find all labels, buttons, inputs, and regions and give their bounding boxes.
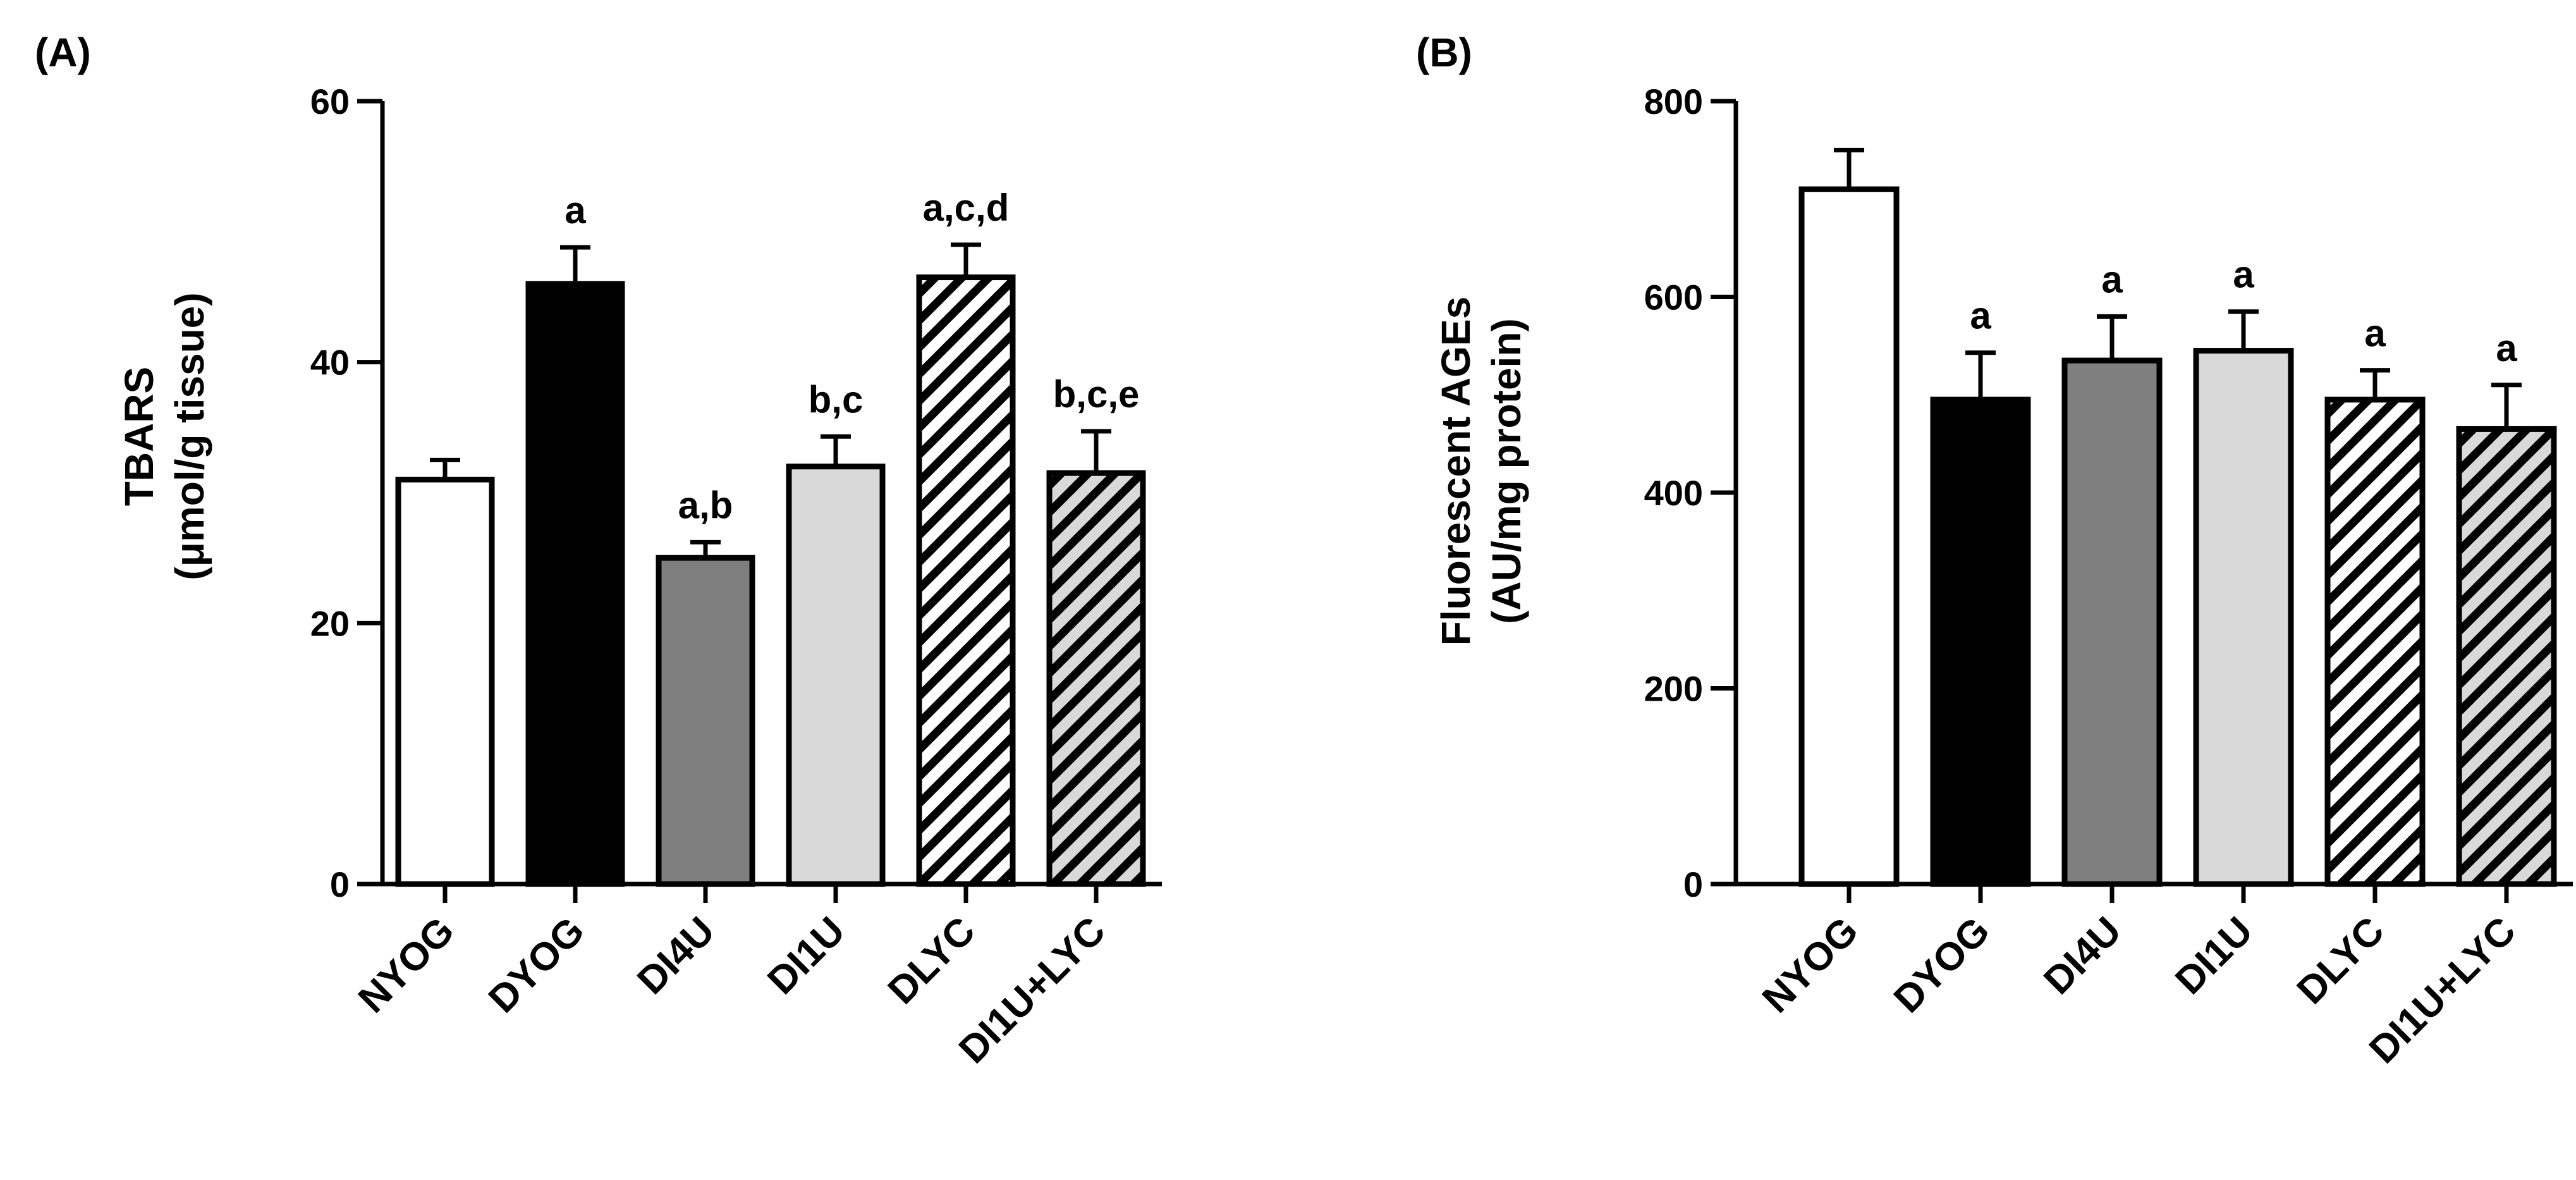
- panel-a-y-tick-label: 40: [310, 343, 350, 383]
- panel-b-y-tick-label: 0: [1683, 864, 1703, 904]
- panel-b-bar-dlyc: [2324, 396, 2426, 887]
- panel-b-bar-di1u-lyc: [2456, 426, 2557, 887]
- panel-b-bar-di1u: [2193, 348, 2294, 887]
- panel-b-y-axis-title: Fluorescent AGEs (AU/mg protein): [1433, 297, 1529, 646]
- panel-b-ylabel: Fluorescent AGEs: [1433, 297, 1479, 646]
- panel-b-bar-nyog: [1798, 186, 1900, 887]
- panel-b-chart: (B) Fluorescent AGEs (AU/mg protein) 0 20…: [1416, 30, 2573, 1072]
- panel-b-significance-label: a: [1970, 295, 1991, 337]
- panel-b-bar-di4u: [2061, 357, 2163, 887]
- panel-a-bar-di1u-lyc: [1046, 470, 1146, 887]
- panel-b-significance-label: a: [2364, 312, 2386, 355]
- panel-a-category-label: DYOG: [480, 909, 593, 1021]
- panel-b-ylabel-units: (AU/mg protein): [1484, 318, 1529, 624]
- panel-b-category-label: DYOG: [1886, 909, 1998, 1021]
- panel-a-category-label: DI4U: [629, 909, 723, 1003]
- panel-a-significance-label: b,c: [809, 378, 864, 421]
- panel-b-significance-label: a: [2233, 254, 2254, 296]
- panel-a-y-tick-label: 0: [330, 864, 350, 904]
- panel-b-significance-label: a: [2101, 258, 2123, 300]
- panel-b-category-label: DLYC: [2289, 909, 2393, 1012]
- panel-a-y-tick-label: 20: [310, 603, 350, 643]
- panel-b-significance-label: a: [2496, 327, 2517, 369]
- panel-b-bar-dyog: [1930, 396, 2031, 887]
- panel-a-ylabel: TBARS: [116, 367, 162, 506]
- panel-b-y-tick-label: 400: [1644, 473, 1703, 513]
- panel-a-significance-label: a: [565, 189, 586, 231]
- panel-a-y-tick-label: 60: [310, 82, 350, 121]
- panel-a-ylabel-units: (μmol/g tissue): [167, 292, 212, 580]
- panel-b-y-tick-label: 200: [1644, 669, 1703, 709]
- panel-a-significance-label: b,c,e: [1053, 373, 1140, 415]
- panel-a-significance-label: a,c,d: [923, 187, 1010, 229]
- panel-a-chart: (A) TBARS (μmol/g tissue) 0 20 40 60 NYOG DYO…: [35, 30, 1162, 1072]
- panel-a-bar-dyog: [525, 281, 625, 887]
- panel-a-bar-dlyc: [916, 274, 1016, 887]
- panel-b-label: (B): [1416, 30, 1472, 75]
- panel-a-bar-di1u: [786, 464, 886, 887]
- panel-b-y-tick-label: 800: [1644, 82, 1703, 121]
- panel-b-category-label: DI4U: [2036, 909, 2130, 1003]
- panel-a-category-label: NYOG: [350, 909, 463, 1021]
- panel-b-category-label: NYOG: [1754, 909, 1867, 1021]
- panel-a-category-label: DLYC: [880, 909, 984, 1012]
- panel-a-category-label: DI1U: [759, 909, 853, 1003]
- panel-a-label: (A): [35, 30, 91, 75]
- panel-a-bar-di4u: [656, 555, 755, 887]
- panel-a-significance-label: a,b: [678, 484, 733, 526]
- panel-a-bar-nyog: [395, 476, 495, 887]
- panel-a-y-axis-title: TBARS (μmol/g tissue): [116, 292, 212, 580]
- panel-b-category-label: DI1U: [2167, 909, 2261, 1003]
- panel-b-y-tick-label: 600: [1644, 278, 1703, 317]
